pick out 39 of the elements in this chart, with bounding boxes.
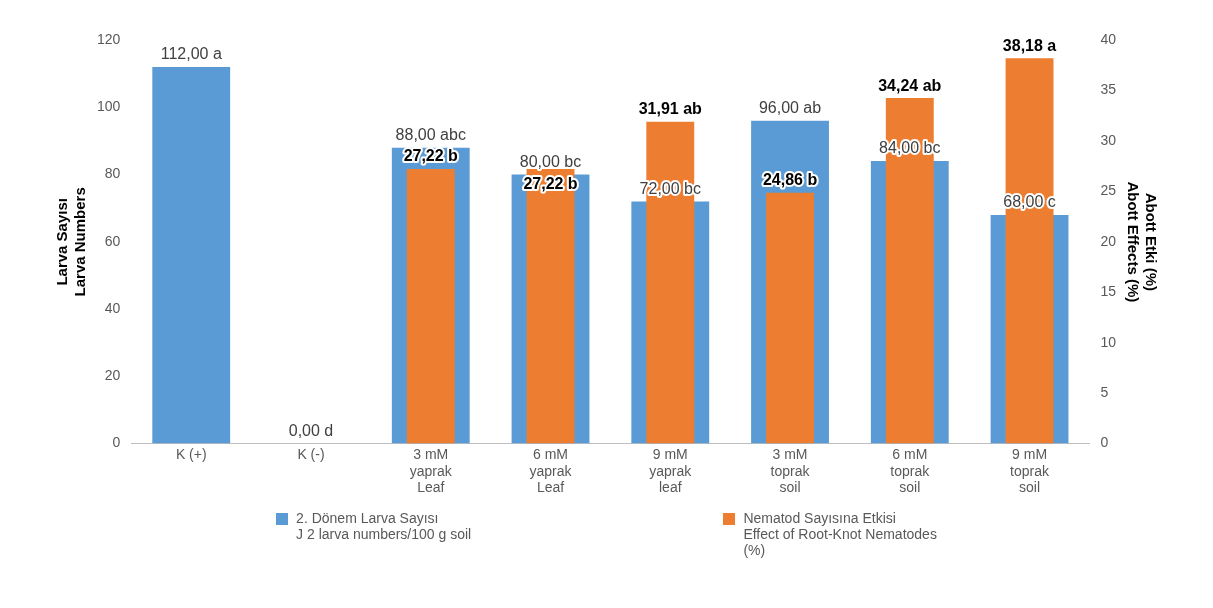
x-tick-label: 3 mM toprak soil: [770, 445, 811, 496]
data-label: 96,00 ab: [758, 99, 822, 117]
y2-tick-label: 25: [1100, 182, 1117, 199]
y-tick-label: 80: [104, 165, 121, 182]
x-tick-label: 9 mM yaprak leaf: [649, 445, 693, 496]
y2-axis-title: Abott Etki (%) Abott Effects (%): [1124, 181, 1160, 303]
y-axis-title: Larva Sayısı Larva Numbers: [53, 187, 89, 297]
y2-tick-label: 0: [1100, 434, 1109, 451]
y-tick-label: 40: [104, 299, 121, 316]
y-tick-label: 120: [97, 30, 121, 47]
data-label: 34,24 ab: [878, 76, 942, 94]
data-label: 80,00 bc: [519, 152, 582, 170]
data-label: 31,91 ab: [638, 100, 703, 118]
data-label: 24,86 b: [762, 171, 818, 189]
y2-tick-label: 20: [1100, 232, 1117, 249]
y-tick-label: 20: [104, 367, 121, 384]
x-tick-label: 6 mM yaprak Leaf: [529, 445, 573, 496]
legend-label: Nematod Sayısına Etkisi Effect of Root-Knot Nematodes (%): [743, 510, 937, 558]
legend-label: 2. Dönem Larva Sayısı J 2 larva numbers/100 g soil: [296, 510, 472, 542]
y2-tick-label: 40: [1100, 30, 1117, 47]
bar: [152, 66, 231, 444]
data-label: 38,18 a: [1002, 36, 1057, 54]
data-label: 88,00 abc: [395, 126, 466, 144]
y-tick-label: 60: [104, 232, 121, 249]
x-tick-label: K (+): [175, 445, 207, 462]
y2-tick-label: 15: [1100, 283, 1117, 300]
y2-tick-label: 35: [1100, 81, 1117, 98]
x-tick-label: K (-): [297, 445, 325, 462]
y-tick-label: 100: [97, 98, 121, 115]
y2-tick-label: 5: [1100, 384, 1109, 401]
x-tick-label: 9 mM toprak soil: [1010, 445, 1050, 496]
data-label: 27,22 b: [403, 147, 459, 165]
x-tick-label: 6 mM toprak soil: [890, 445, 931, 496]
y2-tick-label: 10: [1100, 333, 1117, 350]
y-tick-label: 0: [112, 434, 121, 451]
y2-tick-label: 30: [1100, 131, 1117, 148]
x-tick-label: 3 mM yaprak Leaf: [409, 445, 453, 496]
data-label: 0,00 d: [288, 422, 334, 440]
data-label: 112,00 a: [160, 45, 222, 63]
